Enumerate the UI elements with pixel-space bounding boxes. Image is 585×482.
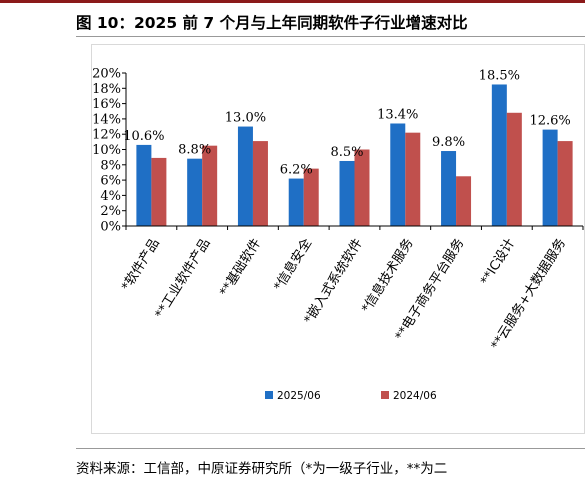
y-axis: 0%2%4%6%8%10%12%14%16%18%20% <box>92 67 127 235</box>
x-axis: *软件产品**工业软件产品 **基础软件 *信息安全*嵌入式系统软件*信息技术服务*… <box>119 225 584 353</box>
y-tick-label: 10% <box>92 143 121 158</box>
bar-2024 <box>202 145 218 226</box>
x-category-label: *信息安全 <box>271 236 316 294</box>
bar-2024 <box>506 112 522 226</box>
x-category-label: **IC设计 <box>478 236 518 288</box>
data-label: 8.8% <box>178 143 211 158</box>
x-category-label: **基础软件 <box>217 236 264 299</box>
y-tick-label: 6% <box>100 174 121 189</box>
data-label: 18.5% <box>479 68 520 83</box>
bar-2024 <box>252 141 268 226</box>
bar-2025 <box>136 144 152 226</box>
data-label: 9.8% <box>432 135 465 150</box>
bar-2024 <box>303 168 319 226</box>
source-rule <box>76 448 585 449</box>
y-tick-label: 8% <box>100 158 121 173</box>
data-label: 6.2% <box>280 163 313 178</box>
bar-2025 <box>339 160 355 226</box>
data-label: 12.6% <box>529 114 570 129</box>
bar-2024 <box>151 157 167 226</box>
data-label: 13.4% <box>377 107 418 122</box>
source-note: 资料来源：工信部，中原证券研究所（*为一级子行业，**为二 <box>76 461 448 477</box>
title-rule <box>76 36 585 37</box>
y-tick-label: 20% <box>92 67 121 82</box>
figure-title: 图 10：2025 前 7 个月与上年同期软件子行业增速对比 <box>76 14 468 32</box>
y-tick-label: 16% <box>92 97 121 112</box>
bar-2025 <box>441 151 457 226</box>
data-label: 8.5% <box>330 145 363 160</box>
x-category-label: *信息技术服务 <box>358 236 416 316</box>
legend-label: 2024/06 <box>393 390 437 402</box>
y-tick-label: 18% <box>92 82 121 97</box>
y-tick-label: 12% <box>92 128 121 143</box>
legend-swatch-2024 <box>381 391 389 399</box>
bar-2025 <box>187 158 203 226</box>
y-tick-label: 0% <box>100 220 121 235</box>
bar-2025 <box>390 123 406 226</box>
bar-2025 <box>491 84 507 226</box>
bars <box>136 84 573 226</box>
data-label: 13.0% <box>225 111 266 126</box>
bar-2025 <box>542 129 558 226</box>
legend: 2025/06 2024/06 <box>265 390 437 402</box>
y-tick-label: 4% <box>100 189 121 204</box>
bar-2024 <box>405 132 421 226</box>
y-tick-label: 2% <box>100 204 121 219</box>
legend-label: 2025/06 <box>277 390 321 402</box>
bar-2025 <box>237 126 253 226</box>
data-labels: 10.6% 8.8% 13.0% 6.2% 8.5% 13.4% 9.8% 18.5% 12.6… <box>123 68 571 177</box>
bar-2025 <box>288 178 304 226</box>
bar-2024 <box>557 141 573 226</box>
y-tick-label: 14% <box>92 112 121 127</box>
legend-swatch-2025 <box>265 391 273 399</box>
x-category-label: *软件产品 <box>119 236 163 294</box>
bar-2024 <box>354 149 370 226</box>
top-rule <box>0 0 585 3</box>
data-label: 10.6% <box>123 129 164 144</box>
bar-2024 <box>456 176 472 226</box>
x-category-label: **工业软件产品 <box>153 236 214 321</box>
